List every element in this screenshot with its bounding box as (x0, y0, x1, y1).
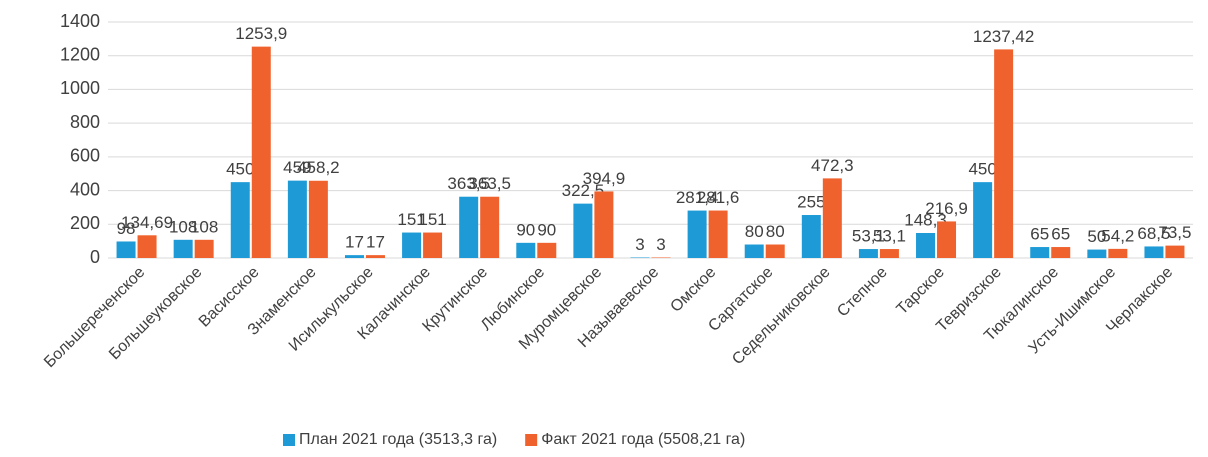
data-label: 472,3 (811, 156, 854, 175)
x-tick-label: Седельниковское (729, 264, 833, 368)
data-label: 134,69 (121, 213, 173, 232)
data-label: 148,3 (904, 210, 947, 229)
data-label: 363,5 (468, 174, 511, 193)
bar (194, 239, 214, 258)
bar (879, 249, 899, 258)
bar (287, 180, 307, 258)
bar (137, 235, 157, 258)
legend-label: Факт 2021 года (5508,21 га) (541, 431, 745, 448)
bar (651, 257, 671, 258)
data-label: 3 (635, 235, 644, 254)
x-tick-label: Большереченское (41, 264, 148, 371)
y-tick-label: 200 (70, 213, 100, 233)
bar (687, 210, 707, 258)
bar (822, 178, 842, 258)
bar (973, 182, 993, 258)
data-label: 65 (1030, 225, 1049, 244)
data-label: 216,9 (925, 199, 968, 218)
data-label: 98 (117, 219, 136, 238)
data-label: 459 (283, 158, 311, 177)
data-label: 450 (968, 160, 996, 179)
bar (459, 196, 479, 258)
bar (116, 241, 136, 258)
bar (308, 180, 328, 258)
bar (1030, 247, 1050, 258)
data-label: 1237,42 (973, 27, 1034, 46)
bar (230, 182, 250, 258)
data-label: 151 (397, 210, 425, 229)
bar (1108, 248, 1128, 258)
data-label: 108 (169, 217, 197, 236)
bar (708, 210, 728, 258)
y-tick-label: 600 (70, 146, 100, 166)
data-label: 394,9 (583, 169, 626, 188)
data-label: 281,6 (697, 188, 740, 207)
data-label: 255 (797, 192, 825, 211)
data-label: 90 (516, 220, 535, 239)
bar (916, 233, 936, 258)
data-label: 458,2 (297, 158, 340, 177)
data-label: 17 (366, 233, 385, 252)
bar (402, 232, 422, 258)
bar (765, 244, 785, 258)
bar (937, 221, 957, 258)
y-tick-label: 800 (70, 112, 100, 132)
data-label: 90 (537, 220, 556, 239)
bar (1144, 246, 1164, 258)
data-label: 363,5 (447, 174, 490, 193)
data-label: 73,5 (1158, 223, 1191, 242)
data-label: 17 (345, 233, 364, 252)
x-tick-label: Степное (834, 264, 891, 321)
data-label: 68,5 (1137, 224, 1170, 243)
y-tick-label: 1200 (60, 44, 100, 64)
data-label: 65 (1051, 225, 1070, 244)
data-label: 80 (766, 222, 785, 241)
bar (1051, 247, 1071, 258)
y-tick-label: 400 (70, 179, 100, 199)
bar (1087, 249, 1107, 258)
x-tick-label: Тарское (894, 264, 948, 318)
legend-label: План 2021 года (3513,3 га) (299, 431, 497, 448)
bar (516, 242, 536, 258)
y-tick-label: 1400 (60, 11, 100, 31)
data-label: 322,5 (562, 181, 605, 200)
data-label: 1253,9 (235, 24, 287, 43)
bar (858, 249, 878, 258)
data-label: 80 (745, 222, 764, 241)
data-label: 50 (1087, 227, 1106, 246)
data-label: 53,1 (852, 227, 885, 246)
bar (573, 203, 593, 258)
bar (801, 215, 821, 258)
bar (994, 49, 1014, 258)
y-tick-label: 0 (90, 247, 100, 267)
data-label: 54,2 (1101, 226, 1134, 245)
legend-swatch (283, 434, 295, 446)
data-label: 450 (226, 160, 254, 179)
data-label: 151 (418, 210, 446, 229)
bar (173, 239, 193, 258)
data-label: 3 (656, 235, 665, 254)
y-tick-label: 1000 (60, 78, 100, 98)
bar (423, 232, 443, 258)
bar (480, 196, 500, 258)
bar (630, 257, 650, 258)
data-label: 53,1 (873, 227, 906, 246)
legend-swatch (525, 434, 538, 446)
data-label: 281,4 (676, 188, 719, 207)
bar (1165, 245, 1185, 258)
x-tick-label: Омское (667, 264, 719, 316)
bar (344, 255, 364, 258)
bar (251, 46, 271, 259)
bar (744, 244, 764, 258)
bar (365, 255, 385, 258)
data-label: 108 (190, 217, 218, 236)
bar (594, 191, 614, 258)
bar (537, 242, 557, 258)
